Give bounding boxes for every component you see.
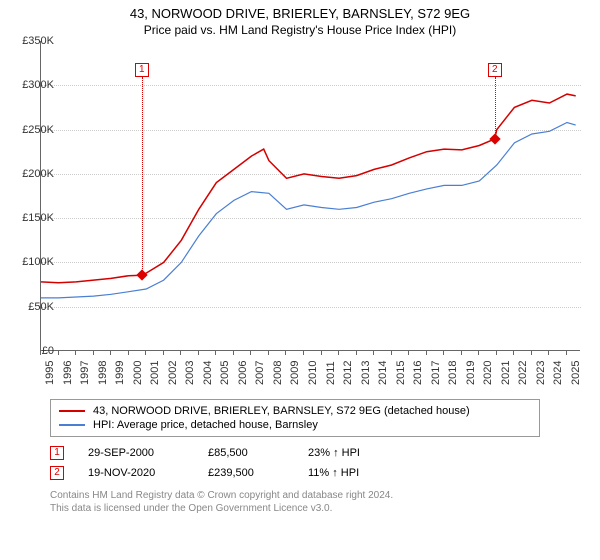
sale-row: 2 19-NOV-2020£239,50011% ↑ HPI [50, 463, 540, 483]
legend: 43, NORWOOD DRIVE, BRIERLEY, BARNSLEY, S… [50, 399, 540, 437]
x-axis-label: 2015 [395, 361, 407, 385]
x-axis-label: 2012 [342, 361, 354, 385]
x-axis-label: 2007 [254, 361, 266, 385]
chart-subtitle: Price paid vs. HM Land Registry's House … [0, 21, 600, 41]
footer-attribution: Contains HM Land Registry data © Crown c… [50, 489, 600, 515]
legend-swatch [59, 410, 85, 412]
x-axis-label: 2013 [360, 361, 372, 385]
sale-marker-box: 2 [488, 63, 502, 77]
chart-area: 12 £0£50K£100K£150K£200K£250K£300K£350K … [40, 41, 600, 391]
y-axis-label: £150K [22, 212, 54, 224]
sale-marker-line [142, 77, 143, 275]
x-axis-label: 2000 [132, 361, 144, 385]
footer-line-2: This data is licensed under the Open Gov… [50, 502, 600, 515]
sale-date: 29-SEP-2000 [88, 447, 208, 459]
sale-price: £239,500 [208, 467, 308, 479]
x-axis-label: 1996 [62, 361, 74, 385]
x-axis-label: 2020 [482, 361, 494, 385]
x-axis-label: 2018 [447, 361, 459, 385]
x-axis-label: 2003 [184, 361, 196, 385]
sale-row: 1 29-SEP-2000£85,50023% ↑ HPI [50, 443, 540, 463]
x-axis-label: 2019 [465, 361, 477, 385]
x-axis-label: 2021 [500, 361, 512, 385]
x-axis-label: 2022 [517, 361, 529, 385]
x-axis-label: 1997 [79, 361, 91, 385]
x-axis-label: 2025 [570, 361, 582, 385]
sale-delta: 11% ↑ HPI [308, 467, 428, 479]
y-axis-label: £300K [22, 79, 54, 91]
x-axis-label: 2017 [430, 361, 442, 385]
line-series [41, 41, 581, 351]
x-axis-label: 2002 [167, 361, 179, 385]
x-axis-label: 2023 [535, 361, 547, 385]
y-axis-label: £200K [22, 168, 54, 180]
sale-marker-box: 1 [135, 63, 149, 77]
legend-item: 43, NORWOOD DRIVE, BRIERLEY, BARNSLEY, S… [59, 404, 531, 418]
sale-index-box: 1 [50, 446, 64, 460]
x-axis-label: 2010 [307, 361, 319, 385]
y-axis-label: £100K [22, 256, 54, 268]
sale-price: £85,500 [208, 447, 308, 459]
chart-title: 43, NORWOOD DRIVE, BRIERLEY, BARNSLEY, S… [0, 0, 600, 21]
x-axis-label: 2014 [377, 361, 389, 385]
sales-table: 1 29-SEP-2000£85,50023% ↑ HPI 2 19-NOV-2020… [50, 443, 540, 483]
y-axis-label: £50K [28, 301, 54, 313]
sale-index-box: 2 [50, 466, 64, 480]
x-axis-label: 1998 [97, 361, 109, 385]
legend-label: HPI: Average price, detached house, Barn… [93, 419, 318, 431]
x-axis-label: 2005 [219, 361, 231, 385]
sale-date: 19-NOV-2020 [88, 467, 208, 479]
x-axis-label: 2016 [412, 361, 424, 385]
y-axis-label: £250K [22, 124, 54, 136]
y-axis-label: £350K [22, 35, 54, 47]
x-axis-label: 2008 [272, 361, 284, 385]
x-axis-label: 1995 [44, 361, 56, 385]
legend-label: 43, NORWOOD DRIVE, BRIERLEY, BARNSLEY, S… [93, 405, 470, 417]
x-axis-label: 2004 [202, 361, 214, 385]
series-line [41, 123, 576, 298]
x-axis-label: 2006 [237, 361, 249, 385]
footer-line-1: Contains HM Land Registry data © Crown c… [50, 489, 600, 502]
x-axis-label: 2024 [552, 361, 564, 385]
legend-item: HPI: Average price, detached house, Barn… [59, 418, 531, 432]
x-axis-label: 2001 [149, 361, 161, 385]
x-axis-label: 2011 [325, 361, 337, 385]
plot-area: 12 [40, 41, 580, 351]
x-axis-label: 1999 [114, 361, 126, 385]
x-axis-label: 2009 [289, 361, 301, 385]
sale-marker-line [495, 77, 496, 139]
legend-swatch [59, 424, 85, 426]
sale-delta: 23% ↑ HPI [308, 447, 428, 459]
